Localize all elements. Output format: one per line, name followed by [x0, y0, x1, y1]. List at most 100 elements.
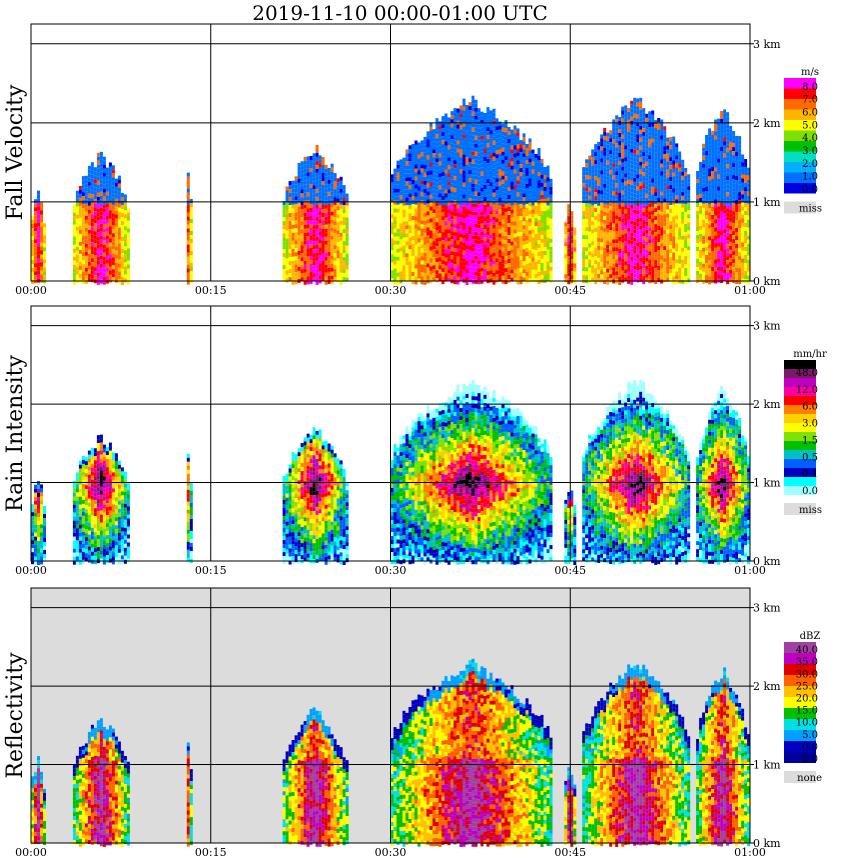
heatmap-cell [540, 170, 544, 175]
heatmap-cell [477, 224, 481, 229]
heatmap-cell [708, 180, 712, 185]
heatmap-cell [675, 167, 679, 172]
heatmap-cell [318, 251, 322, 256]
heatmap-cell [321, 241, 325, 245]
heatmap-cell [123, 274, 127, 279]
heatmap-cell [612, 123, 616, 128]
heatmap-cell [642, 116, 646, 121]
heatmap-cell [489, 234, 493, 239]
heatmap-cell [105, 215, 109, 220]
heatmap-cell [468, 226, 472, 231]
heatmap-cell [483, 205, 487, 209]
heatmap-cell [663, 178, 667, 183]
heatmap-cell [480, 195, 484, 200]
heatmap-cell [504, 136, 508, 141]
heatmap-cell [108, 210, 112, 215]
heatmap-cell [627, 171, 631, 176]
heatmap-cell [621, 110, 625, 115]
heatmap-cell [684, 228, 688, 232]
heatmap-cell [696, 215, 700, 219]
heatmap-cell [474, 151, 478, 156]
heatmap-cell [105, 175, 109, 180]
heatmap-cell [417, 150, 421, 155]
heatmap-cell [582, 247, 586, 252]
heatmap-cell [408, 221, 412, 226]
heatmap-cell [90, 214, 94, 219]
heatmap-cell [420, 228, 424, 233]
heatmap-cell [483, 273, 487, 277]
heatmap-cell [126, 268, 130, 273]
heatmap-cell [474, 207, 478, 212]
heatmap-cell [471, 139, 475, 144]
heatmap-cell [441, 248, 445, 253]
heatmap-cell [546, 181, 550, 186]
heatmap-cell [186, 240, 190, 245]
heatmap-cell [471, 179, 475, 184]
heatmap-cell [72, 228, 76, 233]
heatmap-cell [597, 269, 601, 274]
heatmap-cell [417, 210, 421, 215]
heatmap-cell [654, 120, 658, 125]
heatmap-cell [315, 248, 319, 253]
heatmap-cell [507, 199, 511, 203]
heatmap-cell [642, 124, 646, 129]
heatmap-cell [654, 192, 658, 197]
heatmap-cell [531, 177, 535, 182]
heatmap-cell [402, 261, 406, 266]
heatmap-cell [570, 255, 574, 260]
heatmap-cell [600, 146, 604, 151]
heatmap-cell [291, 280, 295, 285]
heatmap-cell [123, 222, 127, 227]
heatmap-cell [543, 275, 547, 279]
heatmap-cell [492, 160, 496, 165]
heatmap-cell [120, 205, 124, 209]
heatmap-cell [474, 271, 478, 276]
heatmap-cell [438, 165, 442, 170]
heatmap-cell [318, 227, 322, 232]
heatmap-cell [702, 235, 706, 240]
heatmap-cell [465, 225, 469, 229]
heatmap-cell [681, 251, 685, 256]
heatmap-cell [687, 186, 691, 191]
heatmap-cell [648, 263, 652, 268]
heatmap-cell [390, 270, 394, 275]
heatmap-cell [630, 132, 634, 137]
heatmap-cell [486, 271, 490, 276]
heatmap-cell [636, 258, 640, 263]
heatmap-cell [615, 215, 619, 220]
heatmap-cell [663, 146, 667, 151]
heatmap-cell [417, 242, 421, 247]
heatmap-cell [501, 143, 505, 148]
heatmap-cell [447, 269, 451, 274]
heatmap-cell [462, 238, 466, 243]
heatmap-cell [432, 205, 436, 210]
heatmap-cell [309, 180, 313, 184]
heatmap-cell [96, 220, 100, 225]
heatmap-cell [345, 229, 349, 234]
heatmap-cell [324, 180, 328, 185]
heatmap-cell [456, 156, 460, 161]
heatmap-cell [405, 157, 409, 162]
heatmap-cell [465, 257, 469, 261]
heatmap-cell [297, 194, 301, 199]
heatmap-cell [462, 190, 466, 195]
heatmap-cell [609, 266, 613, 271]
heatmap-cell [615, 147, 619, 152]
heatmap-cell [333, 257, 337, 262]
heatmap-cell [528, 198, 532, 203]
heatmap-cell [414, 264, 418, 269]
heatmap-cell [663, 170, 667, 175]
heatmap-cell [102, 192, 106, 197]
heatmap-cell [96, 164, 100, 169]
heatmap-cell [510, 181, 514, 186]
heatmap-cell [405, 149, 409, 154]
heatmap-cell [489, 202, 493, 207]
heatmap-cell [699, 177, 703, 182]
heatmap-cell [453, 108, 457, 113]
heatmap-cell [585, 239, 589, 244]
heatmap-cell [438, 133, 442, 138]
heatmap-cell [291, 232, 295, 237]
heatmap-cell [126, 248, 130, 253]
heatmap-cell [294, 208, 298, 213]
heatmap-cell [624, 205, 628, 210]
